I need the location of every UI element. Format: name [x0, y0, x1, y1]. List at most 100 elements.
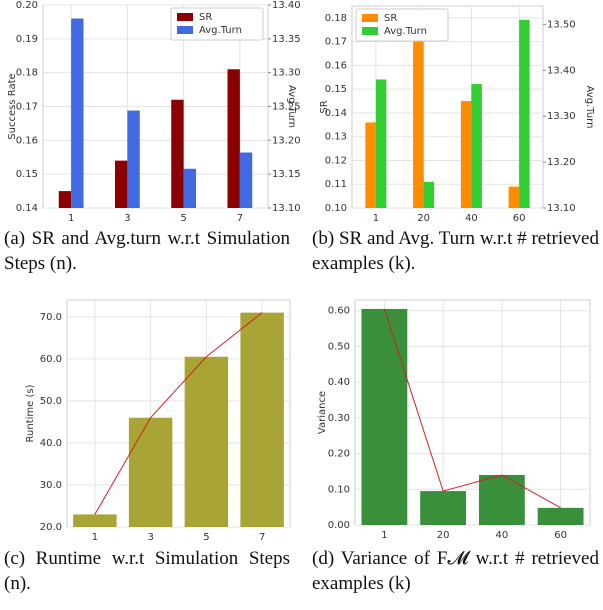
x-tick-label: 1 [373, 213, 379, 224]
y2-tick-label: 13.10 [547, 203, 576, 214]
y-axis-label: Success Rate [7, 73, 18, 139]
y-tick-label: 70.0 [40, 312, 62, 323]
bar [413, 39, 424, 209]
bar [71, 18, 84, 209]
caption: (b) SR and Avg. Turn w.r.t # retrieved e… [312, 228, 599, 274]
y-tick-label: 60.0 [40, 354, 62, 365]
x-tick-label: 60 [554, 530, 567, 541]
y2-tick-label: 13.40 [272, 0, 301, 11]
y-axis-label: Variance [317, 391, 328, 434]
x-tick-label: 7 [237, 213, 243, 224]
y-tick-label: 0.30 [328, 413, 350, 424]
y-tick-label: 0.16 [16, 135, 38, 146]
y-tick-label: 0.20 [328, 449, 350, 460]
y-tick-label: 40.0 [40, 438, 62, 449]
y-tick-label: 0.00 [328, 520, 350, 531]
bar [478, 475, 525, 525]
bar [471, 84, 482, 208]
bar [361, 308, 408, 525]
x-tick-label: 20 [417, 213, 430, 224]
legend-label: Avg.Turn [384, 26, 427, 37]
legend-box [170, 7, 264, 41]
y-tick-label: 0.11 [325, 179, 347, 190]
x-tick-label: 5 [203, 532, 209, 543]
legend-label: SR [384, 13, 397, 24]
x-tick-label: 60 [513, 213, 526, 224]
x-tick-label: 1 [68, 213, 74, 224]
y2-tick-label: 13.30 [547, 111, 576, 122]
y-tick-label: 0.10 [325, 203, 347, 214]
bar [239, 152, 253, 208]
legend-swatch [362, 14, 378, 22]
bar [240, 312, 284, 527]
legend-label: SR [199, 12, 212, 23]
caption: (d) Variance of F𝓜 w.r.t # retrieved exa… [312, 548, 599, 594]
y-tick-label: 50.0 [40, 396, 62, 407]
x-tick-label: 20 [437, 530, 450, 541]
y-tick-label: 0.18 [325, 13, 347, 24]
y-tick-label: 0.14 [325, 108, 347, 119]
y2-tick-label: 13.50 [547, 19, 576, 30]
y2-tick-label: 13.20 [547, 157, 576, 168]
bar [375, 79, 387, 208]
y-tick-label: 0.50 [328, 341, 350, 352]
x-tick-label: 7 [259, 532, 265, 543]
bar [519, 19, 530, 208]
y-tick-label: 0.13 [325, 132, 347, 143]
caption: (a) SR and Avg.turn w.r.t Simulation Ste… [4, 228, 290, 274]
y-tick-label: 0.20 [16, 0, 38, 11]
bar [171, 99, 184, 208]
y-axis-label: Runtime (s) [25, 384, 36, 442]
y-tick-label: 0.17 [16, 102, 38, 113]
x-tick-label: 3 [124, 213, 130, 224]
x-tick-label: 1 [381, 530, 387, 541]
y-tick-label: 0.15 [16, 169, 38, 180]
bar [127, 110, 140, 208]
caption: (c) Runtime w.r.t Simulation Steps (n). [4, 548, 290, 594]
y2-tick-label: 13.35 [272, 34, 301, 45]
y-tick-label: 0.12 [325, 155, 347, 166]
y-tick-label: 0.10 [328, 484, 350, 495]
bar [183, 168, 196, 208]
y2-tick-label: 13.10 [272, 203, 301, 214]
y-tick-label: 0.15 [325, 84, 347, 95]
bar [365, 122, 376, 208]
trend-line [383, 308, 561, 509]
bar [537, 507, 584, 525]
bar [128, 417, 173, 527]
y2-tick-label: 13.15 [272, 169, 301, 180]
y-axis-label: SR [319, 100, 330, 113]
bar [508, 186, 520, 208]
x-tick-label: 3 [147, 532, 153, 543]
legend-swatch [177, 13, 193, 21]
x-tick-label: 5 [180, 213, 186, 224]
x-tick-label: 1 [92, 532, 98, 543]
x-tick-label: 40 [465, 213, 478, 224]
legend-swatch [177, 26, 193, 34]
x-tick-label: 40 [496, 530, 509, 541]
legend-swatch [362, 27, 378, 35]
y-tick-label: 0.16 [325, 60, 347, 71]
bar [115, 160, 128, 208]
y-tick-label: 0.19 [16, 34, 38, 45]
trend-line [94, 312, 263, 515]
y-tick-label: 20.0 [40, 522, 62, 533]
legend-label: Avg.Turn [199, 25, 242, 36]
y2-tick-label: 13.20 [272, 135, 301, 146]
bar [423, 181, 435, 208]
bar [58, 191, 72, 208]
y2-axis-label: Avg.Turn [286, 85, 297, 128]
y-tick-label: 0.60 [328, 306, 350, 317]
bar [184, 356, 229, 527]
y2-tick-label: 13.40 [547, 65, 576, 76]
legend-box [355, 8, 449, 42]
y-tick-label: 0.40 [328, 377, 350, 388]
y2-tick-label: 13.30 [272, 68, 301, 79]
y2-tick-label: 13.25 [272, 102, 301, 113]
y-tick-label: 0.17 [325, 37, 347, 48]
bar [73, 514, 117, 527]
y-tick-label: 0.18 [16, 68, 38, 79]
bar [420, 491, 467, 525]
